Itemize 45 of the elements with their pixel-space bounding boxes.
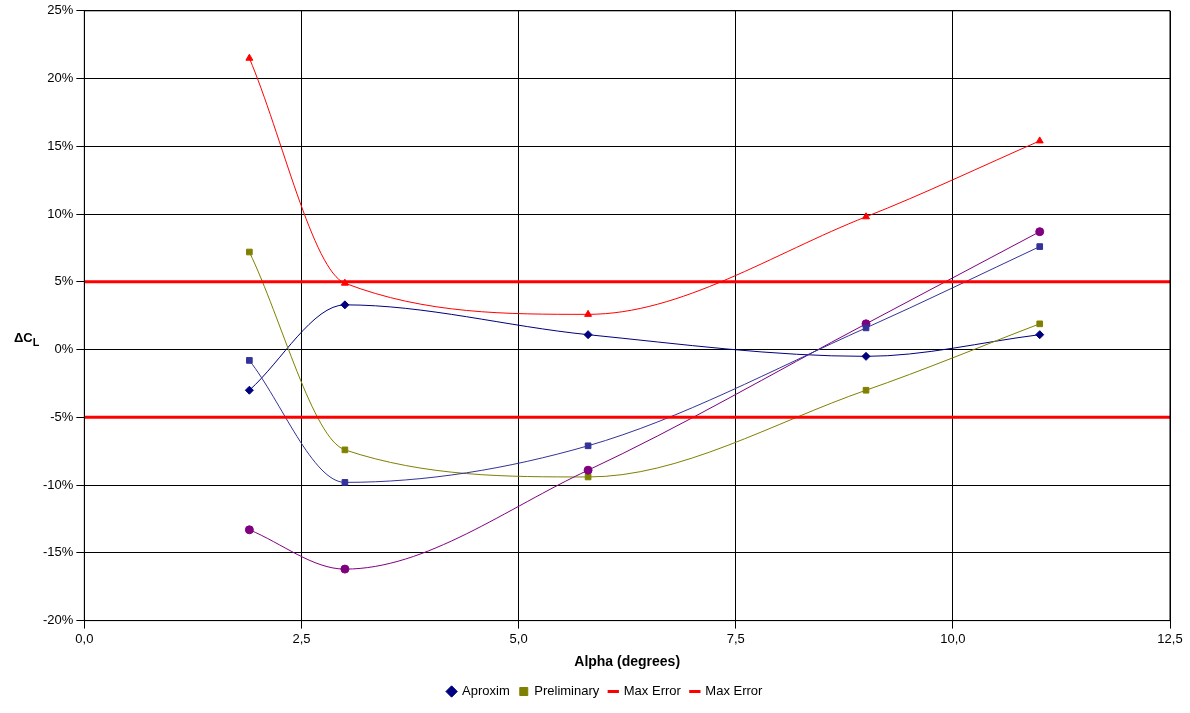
- y-tick-label: -5%: [50, 408, 74, 424]
- point: [861, 351, 871, 361]
- x-tick-label: 12,5: [1157, 630, 1183, 646]
- legend-label: Max Error: [705, 683, 764, 699]
- y-tick-label: 0%: [54, 341, 74, 357]
- x-axis-title: Alpha (degrees): [574, 653, 681, 670]
- point: [583, 330, 593, 340]
- point: [584, 442, 592, 450]
- legend-label: Preliminary: [534, 683, 600, 699]
- point: [583, 465, 593, 475]
- point: [341, 446, 349, 454]
- point: [1035, 136, 1044, 144]
- legend-label: Aproxim: [462, 683, 510, 699]
- y-tick-label: -10%: [42, 476, 74, 492]
- point: [584, 309, 593, 317]
- x-tick-label: 0,0: [75, 630, 94, 646]
- point: [862, 212, 870, 220]
- point: [1035, 227, 1045, 237]
- x-tick-label: 7,5: [726, 630, 745, 646]
- x-tick-label: 2,5: [292, 630, 311, 646]
- point: [246, 357, 253, 364]
- y-tick-label: 20%: [47, 70, 74, 86]
- point: [244, 525, 254, 535]
- point: [340, 564, 350, 574]
- point: [1035, 330, 1045, 340]
- point: [341, 479, 349, 486]
- y-tick-label: 5%: [54, 273, 74, 289]
- legend-label: Max Error: [623, 683, 682, 699]
- point: [862, 324, 870, 332]
- y-axis-title: ΔC$_{L}$: [14, 330, 40, 348]
- point: [1036, 320, 1044, 328]
- x-tick-label: 5,0: [509, 630, 528, 646]
- y-tick-label: -15%: [42, 544, 74, 560]
- point: [340, 300, 350, 310]
- point: [1036, 243, 1044, 250]
- point: [246, 248, 253, 256]
- point: [245, 53, 254, 61]
- point: [244, 385, 254, 395]
- y-tick-label: 10%: [47, 205, 74, 221]
- x-tick-label: 10,0: [940, 630, 966, 646]
- y-tick-label: 15%: [47, 137, 74, 153]
- point: [862, 386, 870, 394]
- y-tick-label: 25%: [47, 2, 74, 18]
- point: [584, 473, 592, 481]
- y-tick-label: -20%: [42, 612, 74, 628]
